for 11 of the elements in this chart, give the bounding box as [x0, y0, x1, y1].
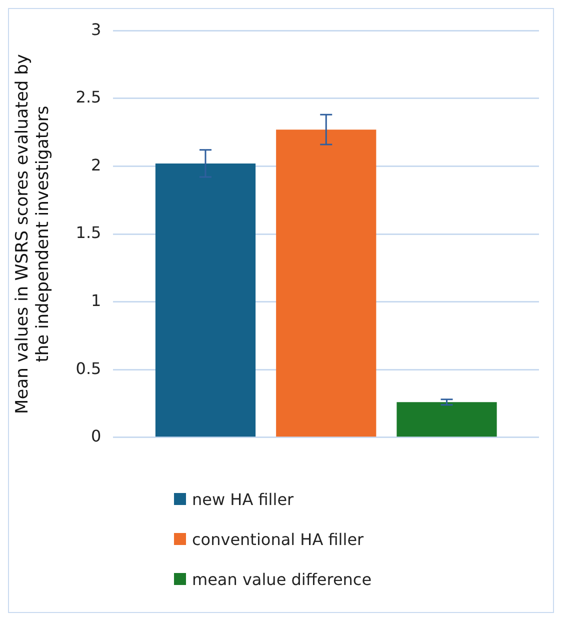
y-tick-label: 2 [91, 155, 102, 174]
legend-label: conventional HA filler [192, 530, 364, 548]
y-tick-label: 2.5 [76, 88, 102, 107]
legend-label: new HA filler [192, 490, 294, 508]
y-tick-label: 1.5 [76, 223, 102, 242]
y-tick-label: 3 [91, 20, 102, 39]
y-tick-label: 0 [91, 426, 102, 446]
y-tick-label: 1 [91, 290, 102, 310]
y-axis-title: Mean values in WSRS scores evaluated by the independent investigators [12, 54, 54, 414]
legend-label: mean value difference [192, 570, 372, 588]
y-tick-label: 0.5 [76, 358, 102, 378]
